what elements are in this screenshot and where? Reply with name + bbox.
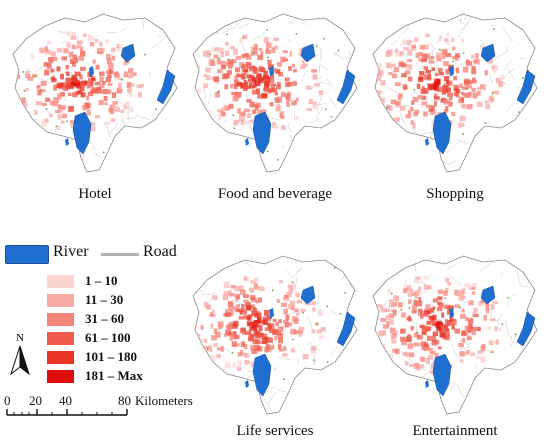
river-legend-label: River bbox=[53, 243, 89, 260]
scale-unit-label: Kilometers bbox=[135, 393, 193, 408]
legend-class-label: 31 – 60 bbox=[85, 311, 124, 326]
legend-swatch bbox=[47, 313, 74, 326]
feature-legend: River Road bbox=[5, 243, 205, 265]
scale-tick-label: 80 bbox=[118, 393, 131, 408]
legend-class-label: 101 – 180 bbox=[85, 349, 137, 364]
north-arrow-icon: N bbox=[6, 332, 34, 378]
map-label-entertainment: Entertainment bbox=[412, 423, 498, 439]
north-label: N bbox=[16, 332, 24, 344]
legend-class-label: 181 – Max bbox=[85, 368, 143, 383]
road-swatch bbox=[101, 253, 139, 256]
scale-bar-graphic bbox=[6, 409, 128, 416]
map-panel-hotel bbox=[5, 8, 185, 180]
map-panel-food-and-beverage bbox=[185, 8, 365, 180]
legend-swatch bbox=[47, 275, 74, 288]
river-swatch bbox=[5, 245, 49, 264]
legend-swatch bbox=[47, 351, 74, 364]
map-label-food-and-beverage: Food and beverage bbox=[217, 186, 333, 202]
scale-tick-label: 20 bbox=[29, 393, 42, 408]
legend-swatch bbox=[47, 370, 74, 383]
map-panel-shopping bbox=[365, 8, 545, 180]
scale-tick-label: 40 bbox=[59, 393, 72, 408]
legend-swatch bbox=[47, 332, 74, 345]
legend-class-label: 61 – 100 bbox=[85, 330, 131, 345]
scale-tick-label: 0 bbox=[4, 393, 11, 408]
legend-class-label: 11 – 30 bbox=[85, 292, 124, 307]
map-panel-life-services bbox=[185, 250, 365, 422]
map-panel-entertainment bbox=[365, 250, 545, 422]
road-legend-label: Road bbox=[143, 243, 177, 260]
map-label-life-services: Life services bbox=[236, 423, 314, 439]
scale-bar: 0 20 40 80 Kilometers bbox=[4, 393, 195, 423]
legend-swatch bbox=[47, 294, 74, 307]
map-label-hotel: Hotel bbox=[78, 186, 112, 202]
map-label-shopping: Shopping bbox=[426, 186, 484, 202]
legend-class-label: 1 – 10 bbox=[85, 273, 118, 288]
